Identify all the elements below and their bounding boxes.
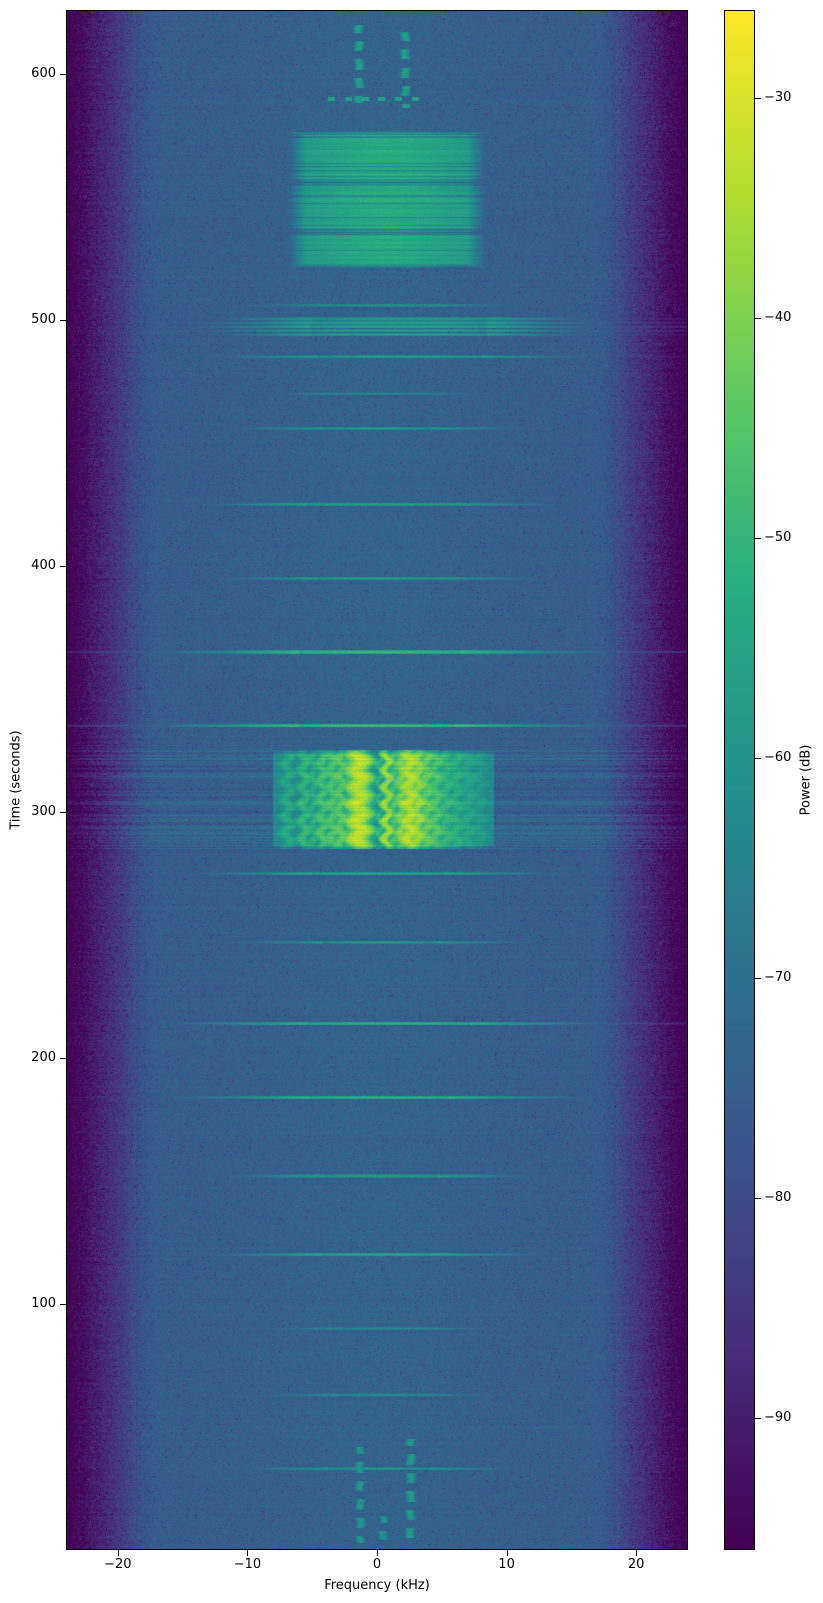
colorbar-tick-mark: [755, 98, 761, 99]
y-tick-mark: [60, 319, 66, 321]
colorbar-tick-label: −50: [764, 530, 792, 545]
colorbar-tick-label: −40: [764, 310, 792, 325]
x-tick-mark: [117, 1550, 119, 1556]
y-tick-mark: [60, 811, 66, 813]
colorbar-tick-label: −30: [764, 90, 792, 105]
y-tick-label: 200: [31, 1049, 56, 1065]
colorbar-tick-label: −90: [764, 1410, 792, 1425]
x-tick-label: −10: [233, 1557, 262, 1572]
y-tick-label: 300: [31, 803, 56, 819]
colorbar: [724, 10, 755, 1550]
y-tick-mark: [60, 565, 66, 567]
colorbar-tick-mark: [755, 1198, 761, 1199]
y-tick-label: 400: [31, 557, 56, 573]
x-tick-label: 10: [498, 1557, 515, 1572]
y-tick-mark: [60, 1303, 66, 1305]
colorbar-tick-label: −80: [764, 1190, 792, 1205]
x-tick-mark: [506, 1550, 508, 1556]
x-axis-label: Frequency (kHz): [324, 1578, 430, 1593]
colorbar-tick-mark: [755, 538, 761, 539]
spectrogram-heatmap: [66, 10, 688, 1550]
y-tick-mark: [60, 1057, 66, 1059]
y-tick-mark: [60, 73, 66, 75]
y-tick-label: 600: [31, 65, 56, 81]
colorbar-tick-label: −60: [764, 750, 792, 765]
colorbar-tick-mark: [755, 978, 761, 979]
x-tick-label: 0: [372, 1557, 382, 1572]
y-tick-label: 500: [31, 311, 56, 327]
x-tick-label: 20: [627, 1557, 645, 1572]
x-tick-mark: [377, 1550, 378, 1556]
colorbar-tick-label: −70: [764, 970, 792, 985]
colorbar-tick-mark: [755, 1418, 761, 1419]
x-tick-mark: [636, 1550, 638, 1556]
x-tick-label: −20: [104, 1557, 132, 1572]
y-tick-label: 100: [31, 1295, 56, 1311]
x-tick-mark: [247, 1550, 249, 1556]
y-axis-label: Time (seconds): [8, 730, 24, 830]
colorbar-tick-mark: [755, 758, 761, 759]
colorbar-tick-mark: [755, 318, 761, 319]
colorbar-label: Power (dB): [798, 744, 814, 816]
